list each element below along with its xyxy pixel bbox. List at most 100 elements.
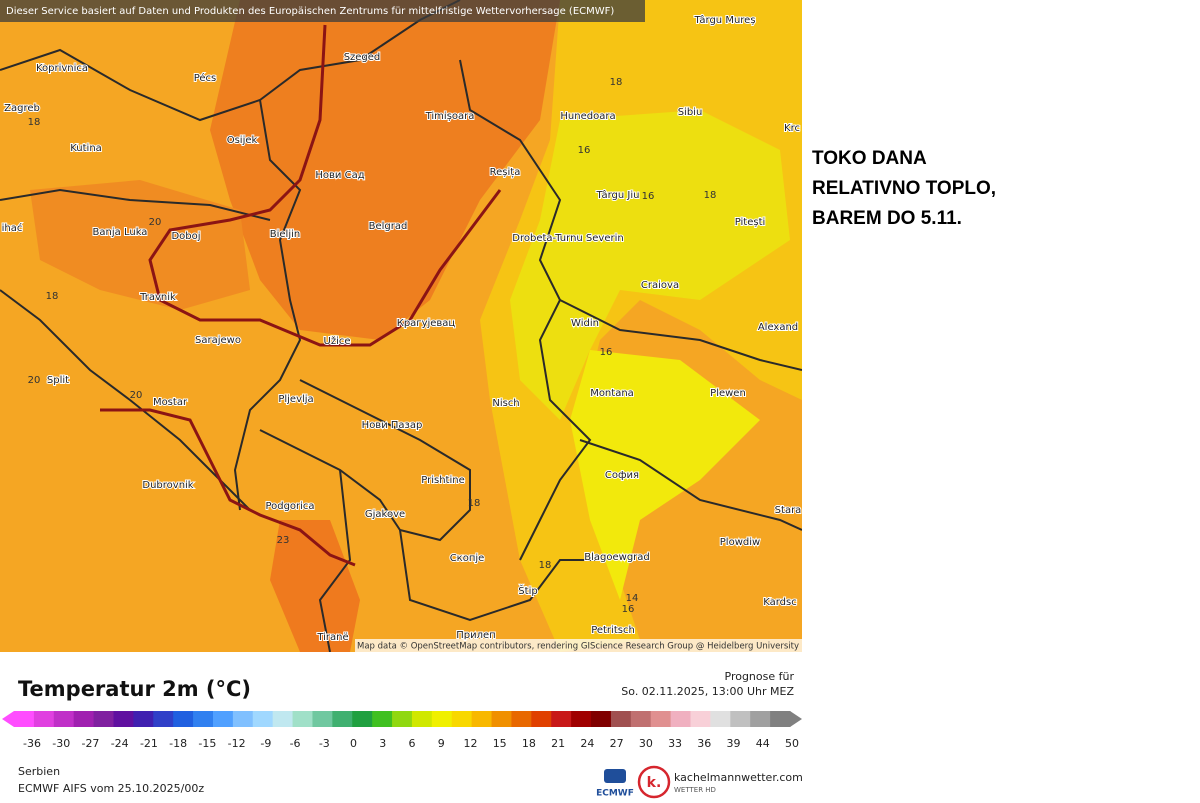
banner-bg [0, 0, 645, 22]
scale-swatch [292, 711, 313, 727]
city-label: Koprivnica [36, 63, 88, 74]
isotherms [100, 24, 502, 567]
scale-swatch [710, 711, 731, 727]
city-label: Banja Luka [93, 227, 148, 238]
scale-swatch [451, 711, 473, 727]
city-label: Štip [518, 584, 537, 597]
scale-swatch [411, 711, 433, 727]
city-label: Прилеп [456, 630, 495, 641]
scale-swatch [770, 711, 791, 727]
scale-tick-label: -9 [260, 737, 271, 750]
border [579, 439, 802, 531]
city-label: Târgu Mureș [693, 14, 755, 26]
contour-label: 18 [539, 560, 552, 571]
annotation-line: BAREM DO 5.11. [812, 208, 962, 229]
scale-swatch [670, 711, 692, 727]
scale-tick-label: 0 [350, 737, 357, 750]
mild-zone [570, 350, 760, 600]
scale-tick-label: 12 [463, 737, 477, 750]
contour-label: 23 [277, 535, 290, 546]
city-label: Szeged [344, 52, 381, 63]
site-sub: WETTER HD [674, 786, 716, 794]
scale-swatch [53, 711, 75, 727]
city-label: Podgorica [265, 501, 314, 512]
contour-label: 14 [626, 593, 639, 604]
scale-arrow [790, 711, 802, 727]
border [233, 99, 302, 511]
contour-label: 18 [46, 291, 59, 302]
map: Târgu Mureș Koprivnica Pécs Szeged Zagreb 18 O… [0, 0, 802, 652]
scale-swatch [252, 711, 274, 727]
scale-tick-label: 39 [727, 737, 741, 750]
border [259, 379, 471, 542]
scale-swatch [650, 711, 672, 727]
scale-swatch [690, 711, 711, 727]
city-label: Stara [775, 505, 802, 516]
city-label: Dubrovnik [142, 480, 193, 491]
border [399, 529, 600, 622]
annotation: TOKO DANA RELATIVNO TOPLO, BAREM DO 5.11. [812, 144, 996, 234]
scale-tick-label: -6 [290, 737, 301, 750]
banner: Dieser Service basiert auf Daten und Pro… [6, 6, 614, 17]
scale-tick-label: 24 [580, 737, 594, 750]
scale-tick-label: 15 [493, 737, 507, 750]
city-label: Widin [571, 318, 599, 329]
city-label: Belgrad [369, 221, 408, 232]
city-label: Doboj [171, 231, 200, 242]
city-label: Pljevlja [278, 394, 313, 405]
scale-swatch [312, 711, 333, 727]
legend-title: Temperatur 2m (°C) [18, 677, 251, 701]
scale-swatch [93, 711, 114, 727]
isotherm [100, 408, 356, 567]
city-label: Kutina [70, 143, 102, 154]
borders [0, 0, 802, 652]
city-label: Drobeta-Turnu Severin [512, 233, 623, 244]
scale-swatch [630, 711, 652, 727]
city-label: Крагујевац [397, 317, 456, 329]
border [0, 188, 271, 221]
city-label: Blagoewgrad [584, 552, 650, 563]
scale-swatch [551, 711, 572, 727]
city-label: Krc [784, 123, 800, 134]
contour-label: 16 [622, 604, 635, 615]
city-label: Split [47, 375, 69, 386]
city-label: Sarajewo [195, 335, 241, 346]
site-name: kachelmannwetter.com [674, 771, 803, 784]
scale-swatch [372, 711, 393, 727]
scale-tick-label: 27 [610, 737, 624, 750]
scale-tick-label: -18 [169, 737, 187, 750]
scale-tick-label: -15 [198, 737, 216, 750]
scale-swatch [193, 711, 214, 727]
scale-swatch [591, 711, 612, 727]
city-label: Kardsc [763, 597, 797, 608]
contour-label: 16 [642, 191, 655, 202]
city-label: Reșița [490, 167, 521, 178]
city-label: Craiova [641, 280, 679, 291]
city-label: Prishtine [421, 475, 464, 486]
scale-swatch [14, 711, 35, 727]
scale-swatch [531, 711, 552, 727]
scale-arrow [2, 711, 14, 727]
scale-swatch [272, 711, 294, 727]
warm-zone [210, 0, 560, 340]
scale-tick-label: 3 [379, 737, 386, 750]
scale-tick-label: 50 [785, 737, 799, 750]
ecmwf-logo: ECMWF [596, 789, 634, 799]
scale-swatch [153, 711, 174, 727]
city-label: Tiranë [316, 632, 348, 643]
contour-label: 20 [149, 217, 162, 228]
scale-tick-label: 9 [438, 737, 445, 750]
map-labels: Târgu Mureș Koprivnica Pécs Szeged Zagreb 18 O… [1, 13, 802, 644]
border [459, 59, 592, 561]
scale-tick-label: 6 [409, 737, 416, 750]
scale-swatch [212, 711, 234, 727]
scale-swatch [232, 711, 254, 727]
city-label: Hunedoara [560, 111, 615, 122]
border [318, 469, 352, 652]
contour-label: 20 [28, 375, 41, 386]
scale-swatch [133, 711, 154, 727]
city-label: Timișoara [425, 111, 475, 122]
city-label: Montana [590, 388, 634, 399]
city-label: Gjakove [365, 509, 405, 520]
